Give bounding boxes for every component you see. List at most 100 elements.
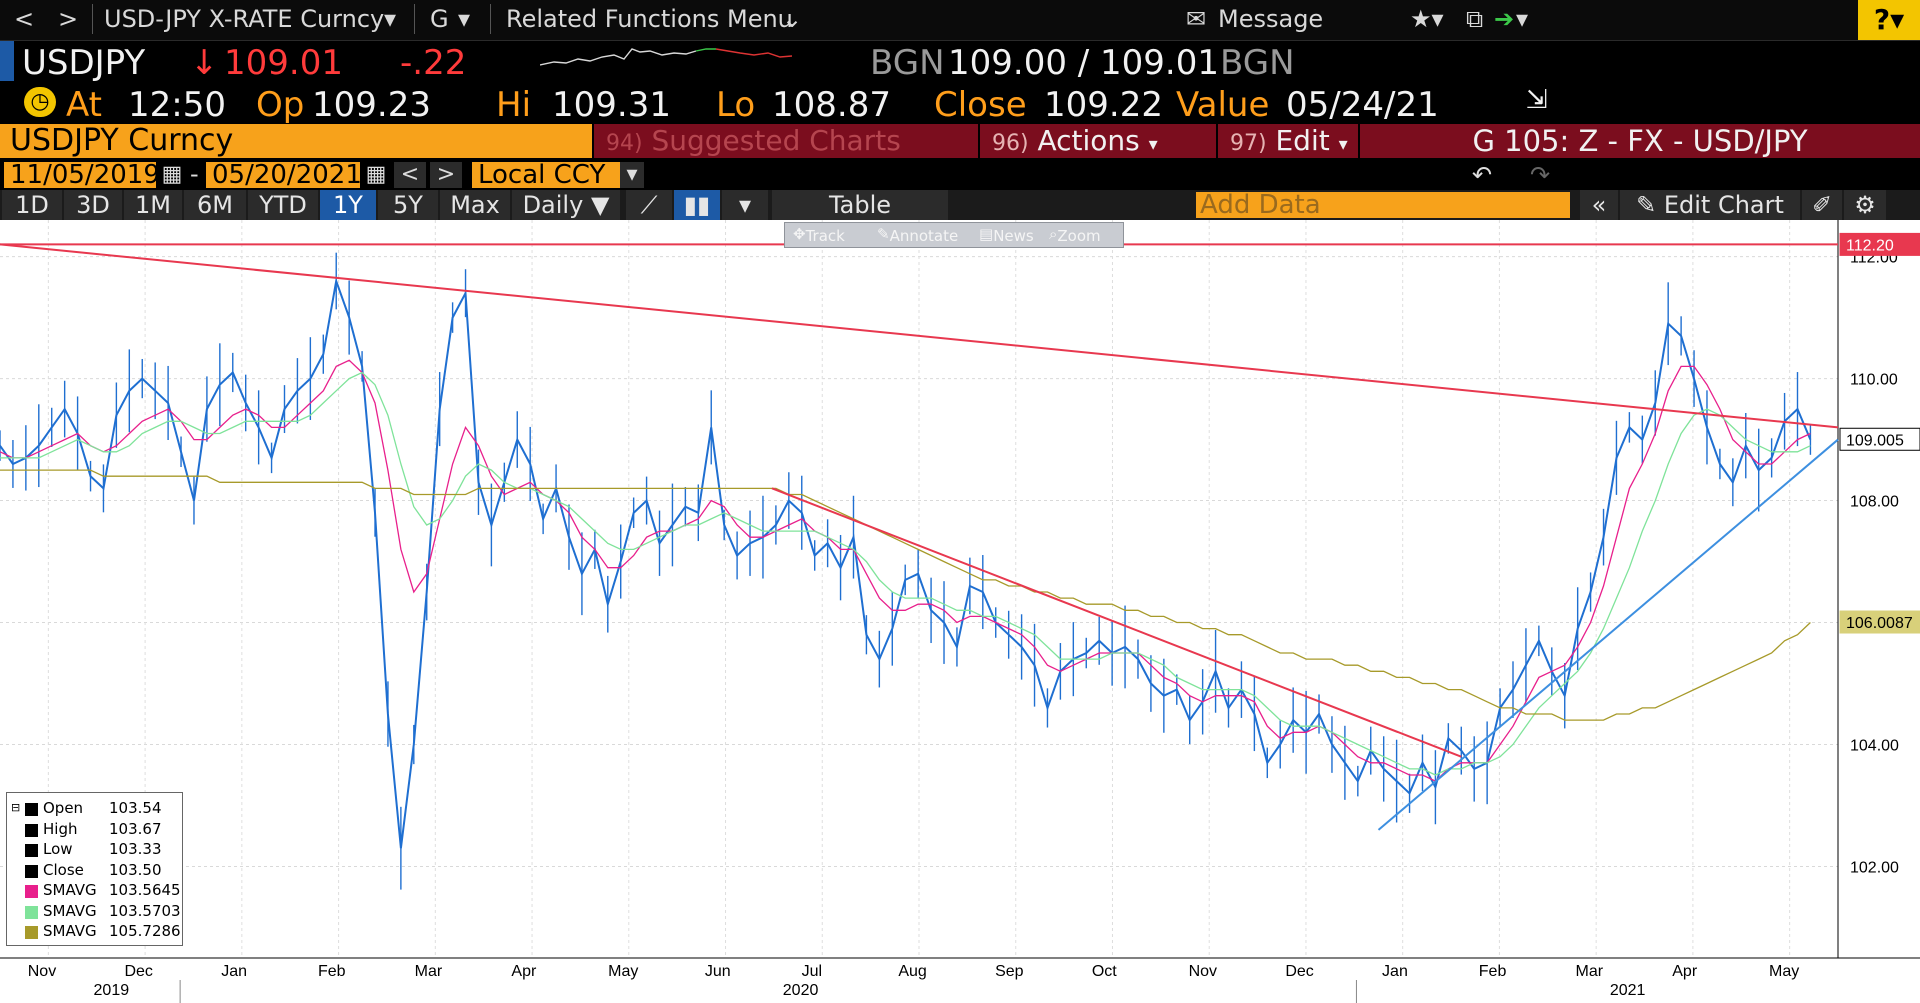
divider [414, 4, 415, 34]
calendar-icon[interactable]: ▦ [362, 162, 390, 188]
triangle-down-icon: ▼ [590, 191, 610, 219]
legend-name: High [43, 819, 78, 838]
candlestick-icon[interactable]: ▮▮ [674, 190, 720, 220]
annotate-tool[interactable]: ✎ Annotate [877, 225, 959, 245]
ask-source: BGN [1220, 43, 1295, 83]
chart-area[interactable]: 102.00104.00106.00108.00110.00112.00NovD… [0, 220, 1920, 1003]
next-period-button[interactable]: > [430, 162, 462, 188]
close-value: 109.22 [1044, 85, 1163, 125]
open-value: 109.23 [312, 85, 431, 125]
legend-swatch [25, 885, 38, 898]
expand-icon[interactable]: ⇲ [1526, 85, 1548, 115]
related-functions-menu[interactable]: Related Functions Menu [506, 5, 793, 33]
legend-swatch [25, 844, 38, 857]
y-tick-label: 102.00 [1850, 860, 1899, 877]
range-1m-button[interactable]: 1M [124, 190, 182, 220]
edit-chart-button[interactable]: ✎ Edit Chart [1620, 190, 1800, 220]
envelope-icon[interactable]: ✉ [1186, 5, 1207, 33]
divider [490, 4, 491, 34]
arrow-icon[interactable]: ➔ [1494, 5, 1515, 33]
message-button[interactable]: Message [1218, 5, 1324, 33]
x-tick-label: Jul [802, 963, 822, 980]
legend-swatch [25, 926, 38, 939]
redo-icon[interactable]: ↷ [1512, 162, 1568, 188]
line-chart-icon[interactable]: ⟋ [626, 190, 672, 220]
chevron-down-icon[interactable]: ▾ [458, 5, 471, 33]
prev-period-button[interactable]: < [394, 162, 426, 188]
net-change: -.22 [400, 43, 467, 83]
x-tick-label: Aug [898, 963, 926, 980]
at-time: 12:50 [128, 85, 226, 125]
calendar-icon[interactable]: ▦ [158, 162, 186, 188]
trendline-support [1377, 438, 1839, 831]
low-value: 108.87 [772, 85, 891, 125]
legend-value: 103.54 [109, 799, 162, 817]
date-separator: - [190, 160, 199, 188]
value-label: Value [1176, 85, 1270, 125]
range-3d-button[interactable]: 3D [64, 190, 122, 220]
date-row: 11/05/2019 ▦ - 05/20/2021 ▦ < > Local CC… [0, 160, 1920, 190]
year-label: 2020 [783, 982, 819, 999]
start-date-input[interactable]: 11/05/2019 [4, 162, 160, 188]
news-tool[interactable]: ▤ News [979, 225, 1034, 245]
gear-icon[interactable]: ⚙ [1844, 190, 1886, 220]
price-tag-label: 109.005 [1846, 432, 1904, 449]
add-data-input[interactable]: Add Data [1196, 192, 1570, 218]
window-icon[interactable]: ⧉ [1466, 5, 1484, 33]
year-label: 2021 [1610, 982, 1646, 999]
double-chevron-down-icon[interactable]: ⌄ [782, 5, 803, 33]
legend-name: SMAVG [43, 881, 97, 899]
chevron-down-icon[interactable]: ▾ [620, 162, 644, 188]
x-tick-label: Apr [1672, 963, 1698, 980]
y-tick-label: 108.00 [1850, 494, 1899, 511]
range-1d-button[interactable]: 1D [2, 190, 62, 220]
chevron-down-icon[interactable]: ▾ [384, 5, 397, 33]
range-5y-button[interactable]: 5Y [378, 190, 438, 220]
function-selector[interactable]: G [430, 5, 449, 33]
currency-select[interactable]: Local CCY [472, 162, 620, 188]
year-label: 2019 [94, 982, 130, 999]
forward-button[interactable]: > [58, 5, 79, 33]
help-button[interactable]: ?▾ [1858, 0, 1920, 40]
clock-icon: ◷ [24, 87, 56, 117]
range-6m-button[interactable]: 6M [184, 190, 246, 220]
price-tag-label: 112.20 [1846, 237, 1894, 254]
pencil-icon: ✎ [1636, 191, 1657, 219]
moving-average-line [0, 469, 1811, 721]
security-selector[interactable]: USD-JPY X-RATE Curncy [104, 5, 385, 33]
back-button[interactable]: < [14, 5, 35, 33]
undo-icon[interactable]: ↶ [1454, 162, 1510, 188]
legend-value: 103.5645 [109, 881, 181, 899]
end-date-input[interactable]: 05/20/2021 [206, 162, 362, 188]
edit-button[interactable]: 97) Edit ▾ [1218, 124, 1358, 158]
security-name-field[interactable]: USDJPY Curncy [0, 124, 592, 158]
price-series-line [0, 277, 1812, 849]
chevron-down-icon[interactable]: ▾ [1516, 5, 1529, 33]
sparkline [540, 48, 792, 66]
collapse-icon[interactable]: « [1580, 190, 1618, 220]
table-button[interactable]: Table [772, 190, 948, 220]
moving-average-line [0, 371, 1811, 776]
annotate-icon[interactable]: ✐ [1802, 190, 1842, 220]
x-tick-label: Oct [1092, 963, 1117, 980]
x-tick-label: Feb [318, 963, 346, 980]
ticker-symbol: USDJPY [22, 43, 146, 83]
range-ytd-button[interactable]: YTD [248, 190, 318, 220]
zoom-tool[interactable]: ⌕ Zoom [1049, 225, 1101, 245]
collapse-icon[interactable]: ⊟ [11, 801, 21, 814]
frequency-select[interactable]: Daily ▼ [512, 190, 620, 220]
trendline-resistance-long [0, 243, 1839, 429]
price-chart[interactable]: 102.00104.00106.00108.00110.00112.00NovD… [0, 220, 1920, 1003]
moving-average-line [0, 359, 1811, 782]
suggested-charts-button[interactable]: 94) Suggested Charts [594, 124, 978, 158]
legend-name: Low [43, 840, 73, 858]
range-1y-button[interactable]: 1Y [320, 190, 376, 220]
price-tag-label: 106.0087 [1846, 615, 1913, 632]
actions-button[interactable]: 96) Actions ▾ [980, 124, 1216, 158]
chevron-down-icon[interactable]: ▾ [722, 190, 768, 220]
track-tool[interactable]: ✥ Track [793, 225, 845, 245]
range-row: 1D 3D 1M 6M YTD 1Y 5Y Max Daily ▼ ⟋ ▮▮ ▾… [0, 190, 1920, 220]
range-max-button[interactable]: Max [440, 190, 510, 220]
chart-title-label: G 105: Z - FX - USD/JPY [1360, 124, 1920, 158]
star-icon[interactable]: ★▾ [1410, 5, 1444, 33]
